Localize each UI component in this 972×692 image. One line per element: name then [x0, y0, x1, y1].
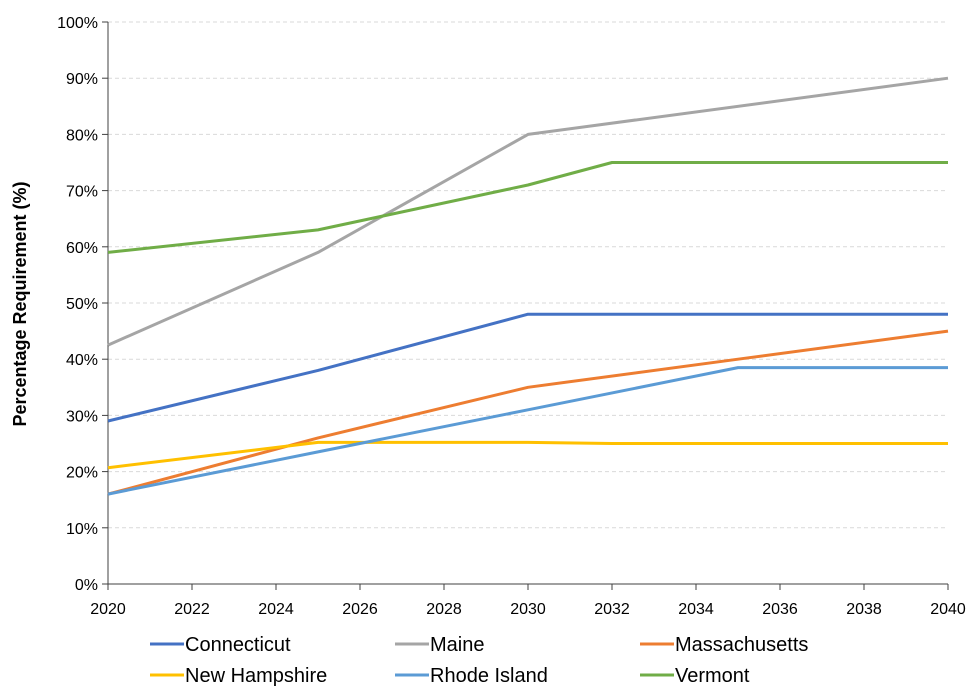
legend-label: Massachusetts: [675, 634, 808, 656]
x-tick-label: 2026: [342, 601, 378, 618]
y-tick-label: 70%: [66, 184, 98, 201]
series-line-connecticut: [107, 312, 948, 423]
series-lines: [107, 76, 949, 496]
series-line-new-hampshire: [107, 440, 948, 470]
axes: [102, 21, 949, 590]
y-tick-label: 20%: [66, 465, 98, 482]
x-tick-label: 2030: [510, 601, 546, 618]
legend-label: Rhode Island: [430, 665, 548, 687]
x-tick-label: 2034: [678, 601, 714, 618]
x-tick-label: 2022: [174, 601, 210, 618]
y-tick-label: 100%: [57, 15, 98, 32]
x-tick-label: 2028: [426, 601, 462, 618]
x-tick-label: 2036: [762, 601, 798, 618]
y-tick-label: 90%: [66, 71, 98, 88]
y-tick-label: 50%: [66, 296, 98, 313]
x-tick-label: 2020: [90, 601, 126, 618]
legend-item: Vermont: [640, 665, 750, 687]
y-tick-label: 0%: [75, 577, 98, 594]
legend-label: Vermont: [675, 665, 750, 687]
y-tick-label: 10%: [66, 521, 98, 538]
legend-item: Rhode Island: [395, 665, 548, 687]
x-tick-label: 2040: [930, 601, 966, 618]
legend: Connecticut Maine Massachusetts New Hampshi…: [150, 634, 808, 687]
x-tick-label: 2038: [846, 601, 882, 618]
y-tick-label: 60%: [66, 240, 98, 257]
x-tick-label: 2024: [258, 601, 294, 618]
legend-item: Connecticut: [150, 634, 291, 656]
y-tick-label: 80%: [66, 127, 98, 144]
legend-label: Connecticut: [185, 634, 291, 656]
y-tick-label: 30%: [66, 408, 98, 425]
gridlines: [108, 21, 948, 529]
y-axis-label: Percentage Requirement (%): [10, 181, 30, 426]
series-line-maine: [107, 76, 949, 347]
series-line-rhode-island: [107, 366, 948, 496]
legend-label: New Hampshire: [185, 665, 327, 687]
legend-item: Massachusetts: [640, 634, 808, 656]
legend-label: Maine: [430, 634, 484, 656]
series-line-vermont: [107, 161, 948, 254]
y-tick-label: 40%: [66, 352, 98, 369]
x-tick-label: 2032: [594, 601, 630, 618]
series-line-massachusetts: [107, 329, 949, 496]
legend-item: Maine: [395, 634, 484, 656]
tick-labels: 0% 10% 20% 30% 40% 50% 60% 70% 80% 90% 100% 2020 202…: [57, 15, 966, 618]
legend-item: New Hampshire: [150, 665, 327, 687]
